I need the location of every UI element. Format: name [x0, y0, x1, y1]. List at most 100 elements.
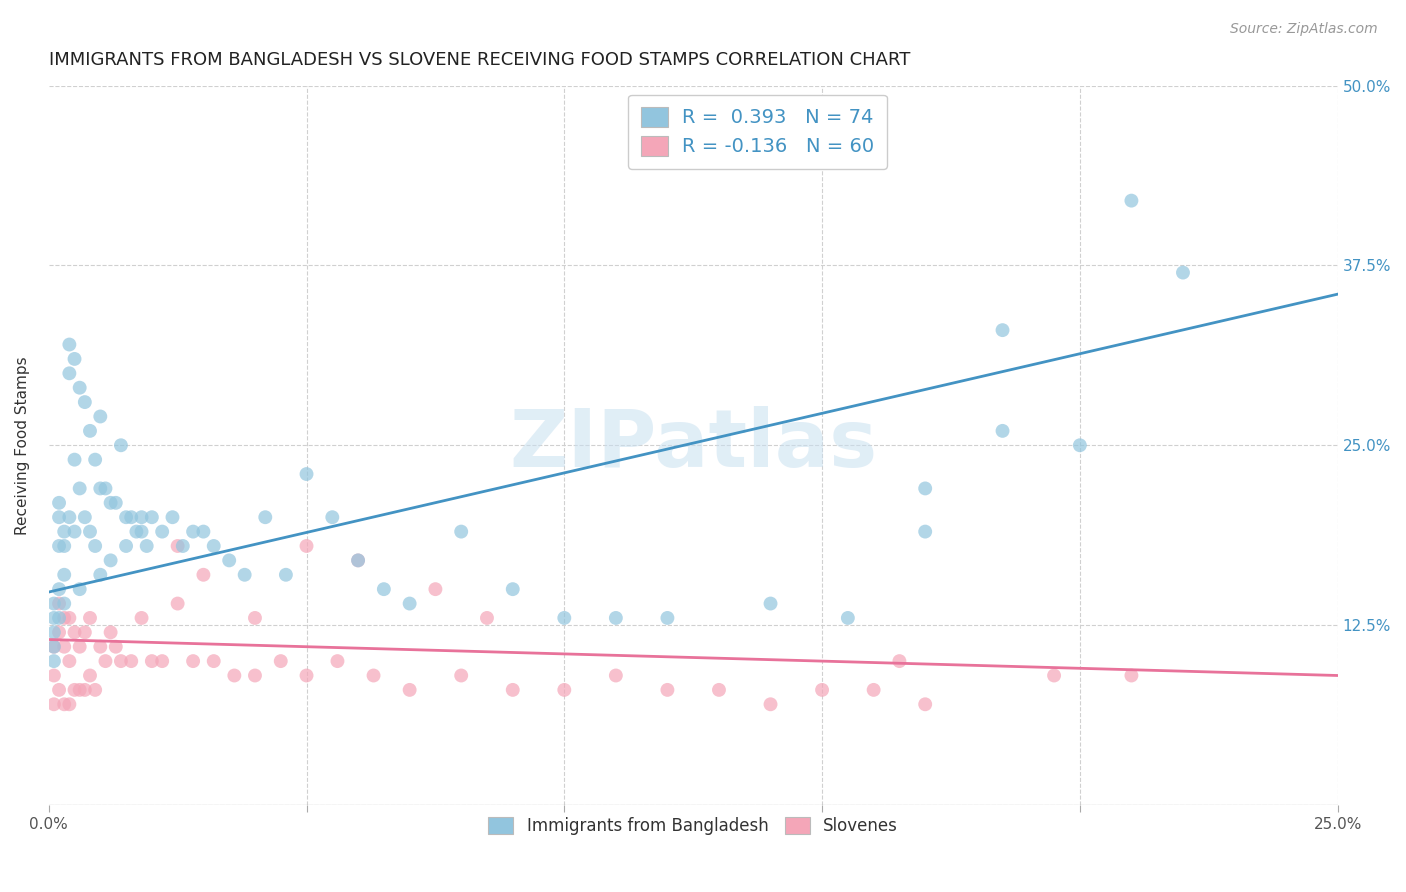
Point — [131, 611, 153, 625]
Point — [150, 524, 173, 539]
Point — [73, 625, 96, 640]
Point — [42, 668, 65, 682]
Point — [63, 524, 86, 539]
Point — [100, 496, 122, 510]
Text: Source: ZipAtlas.com: Source: ZipAtlas.com — [1230, 22, 1378, 37]
Point — [53, 640, 76, 654]
Point — [110, 438, 132, 452]
Text: ZIPatlas: ZIPatlas — [509, 406, 877, 484]
Point — [502, 682, 524, 697]
Point — [1043, 668, 1066, 682]
Point — [502, 582, 524, 596]
Point — [115, 539, 138, 553]
Point — [991, 323, 1014, 337]
Point — [274, 567, 297, 582]
Point — [131, 510, 153, 524]
Point — [991, 424, 1014, 438]
Point — [862, 682, 884, 697]
Point — [135, 539, 157, 553]
Point — [202, 539, 225, 553]
Point — [120, 654, 142, 668]
Point — [84, 452, 107, 467]
Point — [914, 698, 936, 712]
Point — [553, 682, 575, 697]
Point — [166, 539, 188, 553]
Point — [48, 611, 70, 625]
Point — [48, 510, 70, 524]
Point — [125, 524, 148, 539]
Point — [84, 539, 107, 553]
Point — [69, 482, 91, 496]
Point — [181, 524, 204, 539]
Point — [79, 611, 101, 625]
Point — [398, 682, 420, 697]
Point — [837, 611, 859, 625]
Point — [58, 337, 80, 351]
Point — [48, 682, 70, 697]
Legend: Immigrants from Bangladesh, Slovenes: Immigrants from Bangladesh, Slovenes — [479, 809, 907, 844]
Point — [141, 654, 163, 668]
Point — [398, 597, 420, 611]
Point — [162, 510, 184, 524]
Point — [759, 698, 782, 712]
Point — [69, 682, 91, 697]
Point — [100, 625, 122, 640]
Point — [69, 381, 91, 395]
Point — [224, 668, 246, 682]
Point — [450, 524, 472, 539]
Point — [270, 654, 292, 668]
Point — [42, 597, 65, 611]
Point — [172, 539, 194, 553]
Point — [63, 452, 86, 467]
Point — [69, 640, 91, 654]
Point — [115, 510, 138, 524]
Point — [58, 510, 80, 524]
Point — [48, 625, 70, 640]
Point — [553, 611, 575, 625]
Point — [243, 668, 266, 682]
Point — [94, 482, 117, 496]
Point — [450, 668, 472, 682]
Point — [53, 698, 76, 712]
Point — [131, 524, 153, 539]
Point — [657, 682, 679, 697]
Text: IMMIGRANTS FROM BANGLADESH VS SLOVENE RECEIVING FOOD STAMPS CORRELATION CHART: IMMIGRANTS FROM BANGLADESH VS SLOVENE RE… — [49, 51, 910, 69]
Point — [347, 553, 370, 567]
Point — [475, 611, 498, 625]
Point — [707, 682, 730, 697]
Point — [1121, 668, 1143, 682]
Point — [63, 682, 86, 697]
Point — [181, 654, 204, 668]
Point — [48, 539, 70, 553]
Point — [321, 510, 343, 524]
Point — [48, 597, 70, 611]
Point — [53, 539, 76, 553]
Point — [218, 553, 240, 567]
Point — [69, 582, 91, 596]
Point — [1171, 266, 1194, 280]
Point — [363, 668, 385, 682]
Point — [89, 409, 111, 424]
Point — [326, 654, 349, 668]
Point — [233, 567, 256, 582]
Point — [193, 524, 215, 539]
Point — [53, 611, 76, 625]
Point — [48, 582, 70, 596]
Point — [914, 482, 936, 496]
Point — [605, 611, 627, 625]
Point — [759, 597, 782, 611]
Point — [120, 510, 142, 524]
Point — [243, 611, 266, 625]
Point — [58, 611, 80, 625]
Point — [89, 567, 111, 582]
Point — [295, 668, 318, 682]
Point — [42, 625, 65, 640]
Y-axis label: Receiving Food Stamps: Receiving Food Stamps — [15, 356, 30, 534]
Point — [84, 682, 107, 697]
Point — [42, 640, 65, 654]
Point — [254, 510, 277, 524]
Point — [48, 496, 70, 510]
Point — [425, 582, 447, 596]
Point — [657, 611, 679, 625]
Point — [914, 524, 936, 539]
